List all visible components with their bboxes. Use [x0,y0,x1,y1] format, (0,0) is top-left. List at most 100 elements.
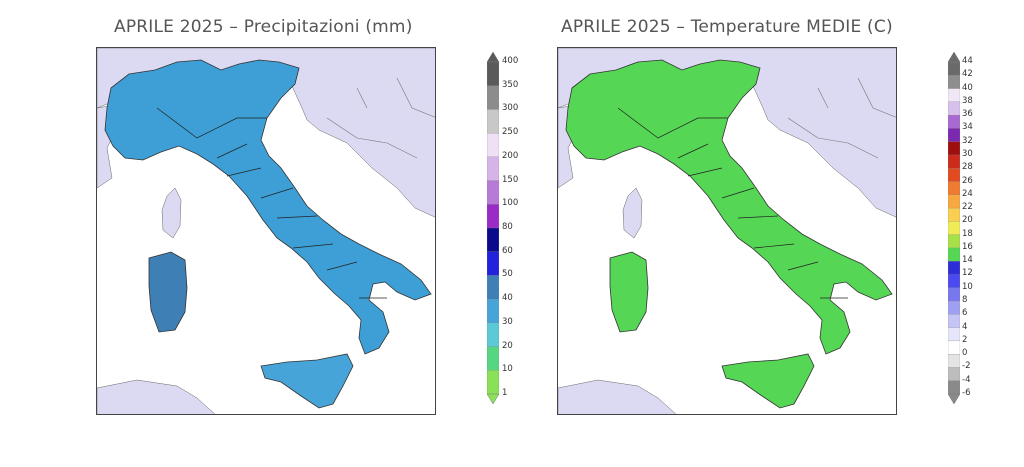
precip-colorbar [486,51,500,405]
colorbar-tick-label: 14 [962,255,973,266]
italy-outline [565,59,893,409]
colorbar-tick-label: 8 [962,295,968,306]
temp-title: APRILE 2025 – Temperature MEDIE (C) [561,17,893,37]
colorbar-tick-label: 150 [502,174,519,185]
balkan-lines [787,77,896,159]
colorbar-tick-label: 20 [962,215,973,226]
colorbar-segment [947,274,961,289]
colorbar-tick-label: 100 [502,198,519,209]
colorbar-tick-label: 44 [962,56,973,66]
colorbar-tick-label: 40 [962,82,973,93]
colorbar-arrow-bottom [486,393,500,405]
colorbar-arrow-bottom [947,393,961,405]
colorbar-arrow-top [947,51,961,63]
sardinia [610,252,648,332]
colorbar-segment [947,234,961,249]
region-borders [156,107,387,299]
colorbar-tick-label: 4 [962,321,968,332]
colorbar-segment [486,322,500,348]
colorbar-segment [486,180,500,205]
sicily [722,354,814,408]
colorbar-tick-label: 42 [962,69,973,80]
africa-land [97,379,216,414]
colorbar-tick-label: 26 [962,175,973,186]
balkan-lines [326,77,435,159]
colorbar-tick-label: 60 [502,245,513,256]
temp-colorbar [947,51,961,405]
sicily [261,354,353,408]
corsica [622,187,643,239]
colorbar-tick-label: 6 [962,308,968,319]
colorbar-segment [486,109,500,134]
colorbar-tick-label: 400 [502,56,519,66]
colorbar-arrow-top [486,51,500,63]
colorbar-segment [486,85,500,110]
colorbar-segment [947,88,961,103]
colorbar-segment [947,327,961,342]
colorbar-tick-label: 24 [962,188,973,199]
colorbar-segment [947,61,961,76]
colorbar-segment [947,168,961,182]
colorbar-segment [486,227,500,253]
sardinia [149,252,187,332]
temp-map [557,47,897,415]
colorbar-tick-label: 18 [962,228,973,239]
colorbar-segment [947,128,961,143]
colorbar-tick-label: 250 [502,127,519,138]
colorbar-tick-label: 50 [502,269,513,280]
colorbar-segment [947,75,961,90]
colorbar-tick-label: 32 [962,135,973,146]
colorbar-segment [947,340,961,355]
colorbar-segment [947,194,961,209]
colorbar-tick-label: 2 [962,334,968,345]
italy-mainland [105,60,431,354]
italy-mainland [566,60,892,354]
colorbar-tick-label: 10 [502,364,513,375]
precip-title: APRILE 2025 – Precipitazioni (mm) [114,17,413,37]
colorbar-segment [486,61,500,87]
colorbar-tick-label: -4 [962,374,971,385]
colorbar-segment [947,114,961,129]
colorbar-segment [947,154,961,169]
colorbar-segment [486,132,500,158]
colorbar-segment [947,221,961,236]
colorbar-segment [486,156,500,182]
colorbar-tick-label: 0 [962,348,968,359]
colorbar-tick-label: 40 [502,293,513,304]
colorbar-tick-label: -6 [962,388,971,398]
colorbar-segment [486,275,500,300]
colorbar-segment [486,298,500,324]
colorbar-tick-label: 30 [502,316,513,327]
colorbar-tick-label: 80 [502,222,513,232]
colorbar-tick-label: 300 [502,103,519,114]
colorbar-segment [947,247,961,262]
colorbar-segment [947,207,961,222]
colorbar-segment [486,346,500,371]
colorbar-segment [947,261,961,275]
colorbar-tick-label: 12 [962,268,973,279]
colorbar-tick-label: 10 [962,281,973,292]
colorbar-segment [947,354,961,368]
corsica [161,187,182,239]
colorbar-tick-label: 200 [502,150,519,161]
italy-outline [104,59,432,409]
colorbar-tick-label: 30 [962,148,973,159]
colorbar-tick-label: 16 [962,241,973,252]
colorbar-segment [947,314,961,329]
colorbar-tick-label: 20 [502,340,513,351]
colorbar-tick-label: 350 [502,79,519,90]
precip-map [96,47,436,415]
colorbar-segment [947,101,961,116]
colorbar-segment [947,367,961,382]
africa-land [558,379,677,414]
colorbar-segment [947,181,961,196]
colorbar-segment [486,251,500,276]
colorbar-tick-label: 34 [962,122,973,133]
colorbar-tick-label: 38 [962,95,973,106]
colorbar-tick-label: 28 [962,162,973,173]
colorbar-segment [947,380,961,395]
colorbar-segment [486,370,500,395]
colorbar-tick-label: 1 [502,388,508,398]
colorbar-segment [947,141,961,156]
region-borders [617,107,848,299]
